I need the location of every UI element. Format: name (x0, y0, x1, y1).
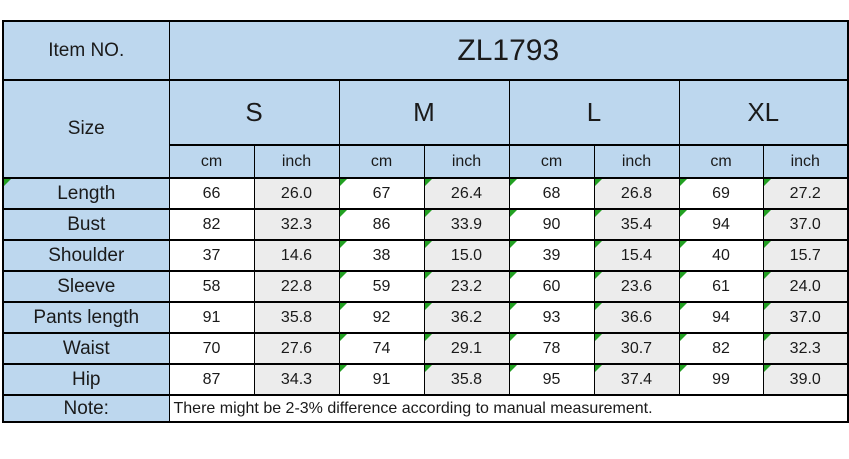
measurement-cell: 40 (678, 239, 764, 272)
item-no-value: ZL1793 (168, 20, 849, 81)
measurement-cell: 92 (338, 301, 425, 334)
measurement-cell: 24.0 (762, 270, 849, 303)
measurement-row-hip: Hip 87 34.3 91 35.8 95 37.4 99 39.0 (2, 363, 849, 396)
measurement-row-sleeve: Sleeve 58 22.8 59 23.2 60 23.6 61 24.0 (2, 270, 849, 303)
measurement-cell: 26.8 (593, 177, 680, 210)
measurement-cell: 67 (338, 177, 425, 210)
measurement-cell: 32.3 (762, 332, 849, 365)
measurement-label: Hip (2, 363, 170, 396)
item-no-label: Item NO. (2, 20, 170, 81)
note-label: Note: (2, 394, 170, 423)
measurement-cell: 38 (338, 239, 425, 272)
measurement-cell: 82 (168, 208, 255, 241)
size-header-s: S (168, 79, 340, 146)
note-text: There might be 2-3% difference according… (168, 394, 849, 423)
size-header-row: Size S M L XL (2, 79, 849, 179)
measurement-cell: 69 (678, 177, 764, 210)
measurement-cell: 37 (168, 239, 255, 272)
measurement-row-pants-length: Pants length 91 35.8 92 36.2 93 36.6 94 … (2, 301, 849, 334)
measurement-label: Bust (2, 208, 170, 241)
measurement-cell: 34.3 (253, 363, 340, 396)
size-header-m: M (338, 79, 510, 146)
measurement-cell: 66 (168, 177, 255, 210)
measurement-cell: 23.2 (423, 270, 510, 303)
measurement-cell: 68 (508, 177, 595, 210)
measurement-label: Pants length (2, 301, 170, 334)
measurement-cell: 93 (508, 301, 595, 334)
measurement-label: Length (2, 177, 170, 210)
measurement-cell: 35.4 (593, 208, 680, 241)
measurement-cell: 60 (508, 270, 595, 303)
measurement-cell: 15.4 (593, 239, 680, 272)
unit-header: cm (338, 144, 425, 179)
measurement-label: Shoulder (2, 239, 170, 272)
measurement-cell: 27.6 (253, 332, 340, 365)
measurement-cell: 86 (338, 208, 425, 241)
measurement-cell: 35.8 (423, 363, 510, 396)
unit-header: inch (762, 144, 849, 179)
measurement-cell: 15.7 (762, 239, 849, 272)
measurement-cell: 61 (678, 270, 764, 303)
size-header-xl: XL (678, 79, 849, 146)
unit-header: cm (678, 144, 764, 179)
measurement-cell: 91 (168, 301, 255, 334)
unit-header: cm (168, 144, 255, 179)
measurement-cell: 15.0 (423, 239, 510, 272)
measurement-cell: 26.0 (253, 177, 340, 210)
measurement-cell: 27.2 (762, 177, 849, 210)
measurement-cell: 74 (338, 332, 425, 365)
measurement-cell: 37.0 (762, 301, 849, 334)
measurement-cell: 70 (168, 332, 255, 365)
measurement-cell: 95 (508, 363, 595, 396)
measurement-cell: 78 (508, 332, 595, 365)
measurement-row-length: Length 66 26.0 67 26.4 68 26.8 69 27.2 (2, 177, 849, 210)
measurement-cell: 32.3 (253, 208, 340, 241)
size-header-l: L (508, 79, 680, 146)
unit-header: inch (423, 144, 510, 179)
measurement-label: Sleeve (2, 270, 170, 303)
measurement-cell: 37.0 (762, 208, 849, 241)
measurement-cell: 23.6 (593, 270, 680, 303)
measurement-cell: 33.9 (423, 208, 510, 241)
measurement-cell: 58 (168, 270, 255, 303)
measurement-cell: 87 (168, 363, 255, 396)
measurement-cell: 94 (678, 301, 764, 334)
measurement-cell: 39.0 (762, 363, 849, 396)
size-chart-table: Item NO. ZL1793 Size S M L XL cm inch cm… (2, 20, 849, 423)
measurement-row-shoulder: Shoulder 37 14.6 38 15.0 39 15.4 40 15.7 (2, 239, 849, 272)
measurement-cell: 59 (338, 270, 425, 303)
unit-header-row: cm inch cm inch cm inch cm inch (3, 144, 849, 179)
unit-header: inch (593, 144, 680, 179)
measurement-cell: 29.1 (423, 332, 510, 365)
measurement-cell: 37.4 (593, 363, 680, 396)
measurement-cell: 35.8 (253, 301, 340, 334)
measurement-label: Waist (2, 332, 170, 365)
item-no-row: Item NO. ZL1793 (2, 20, 849, 81)
unit-header: inch (253, 144, 340, 179)
measurement-cell: 39 (508, 239, 595, 272)
measurement-cell: 91 (338, 363, 425, 396)
measurement-cell: 22.8 (253, 270, 340, 303)
unit-header: cm (508, 144, 595, 179)
measurement-cell: 36.6 (593, 301, 680, 334)
measurement-cell: 30.7 (593, 332, 680, 365)
measurement-cell: 94 (678, 208, 764, 241)
measurement-cell: 26.4 (423, 177, 510, 210)
measurement-cell: 36.2 (423, 301, 510, 334)
measurement-cell: 82 (678, 332, 764, 365)
measurement-cell: 90 (508, 208, 595, 241)
measurement-row-waist: Waist 70 27.6 74 29.1 78 30.7 82 32.3 (2, 332, 849, 365)
note-row: Note: There might be 2-3% difference acc… (2, 394, 849, 423)
measurement-row-bust: Bust 82 32.3 86 33.9 90 35.4 94 37.0 (2, 208, 849, 241)
size-label: Size (2, 79, 170, 179)
measurement-cell: 14.6 (253, 239, 340, 272)
measurement-cell: 99 (678, 363, 764, 396)
